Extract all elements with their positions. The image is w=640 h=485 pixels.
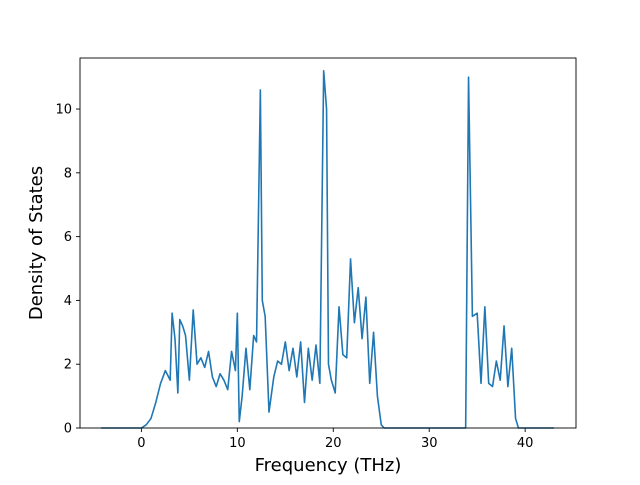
x-axis-label: Frequency (THz) xyxy=(255,455,402,476)
y-tick-label: 4 xyxy=(64,294,72,309)
y-tick-label: 10 xyxy=(55,103,72,118)
x-tick-label: 0 xyxy=(137,436,145,451)
y-tick-label: 8 xyxy=(64,166,72,181)
x-tick-label: 40 xyxy=(517,436,534,451)
y-tick-label: 0 xyxy=(64,422,72,437)
y-tick-label: 6 xyxy=(64,230,72,245)
x-tick-label: 10 xyxy=(229,436,246,451)
x-tick-label: 20 xyxy=(325,436,342,451)
y-tick-label: 2 xyxy=(64,358,72,373)
plot-frame xyxy=(79,57,577,429)
x-tick-label: 30 xyxy=(421,436,438,451)
y-axis-label: Density of States xyxy=(26,166,47,320)
dos-series-line xyxy=(101,69,554,429)
x-axis: 0 10 20 30 40 xyxy=(137,428,533,451)
y-axis: 0 2 4 6 8 10 xyxy=(55,103,80,437)
